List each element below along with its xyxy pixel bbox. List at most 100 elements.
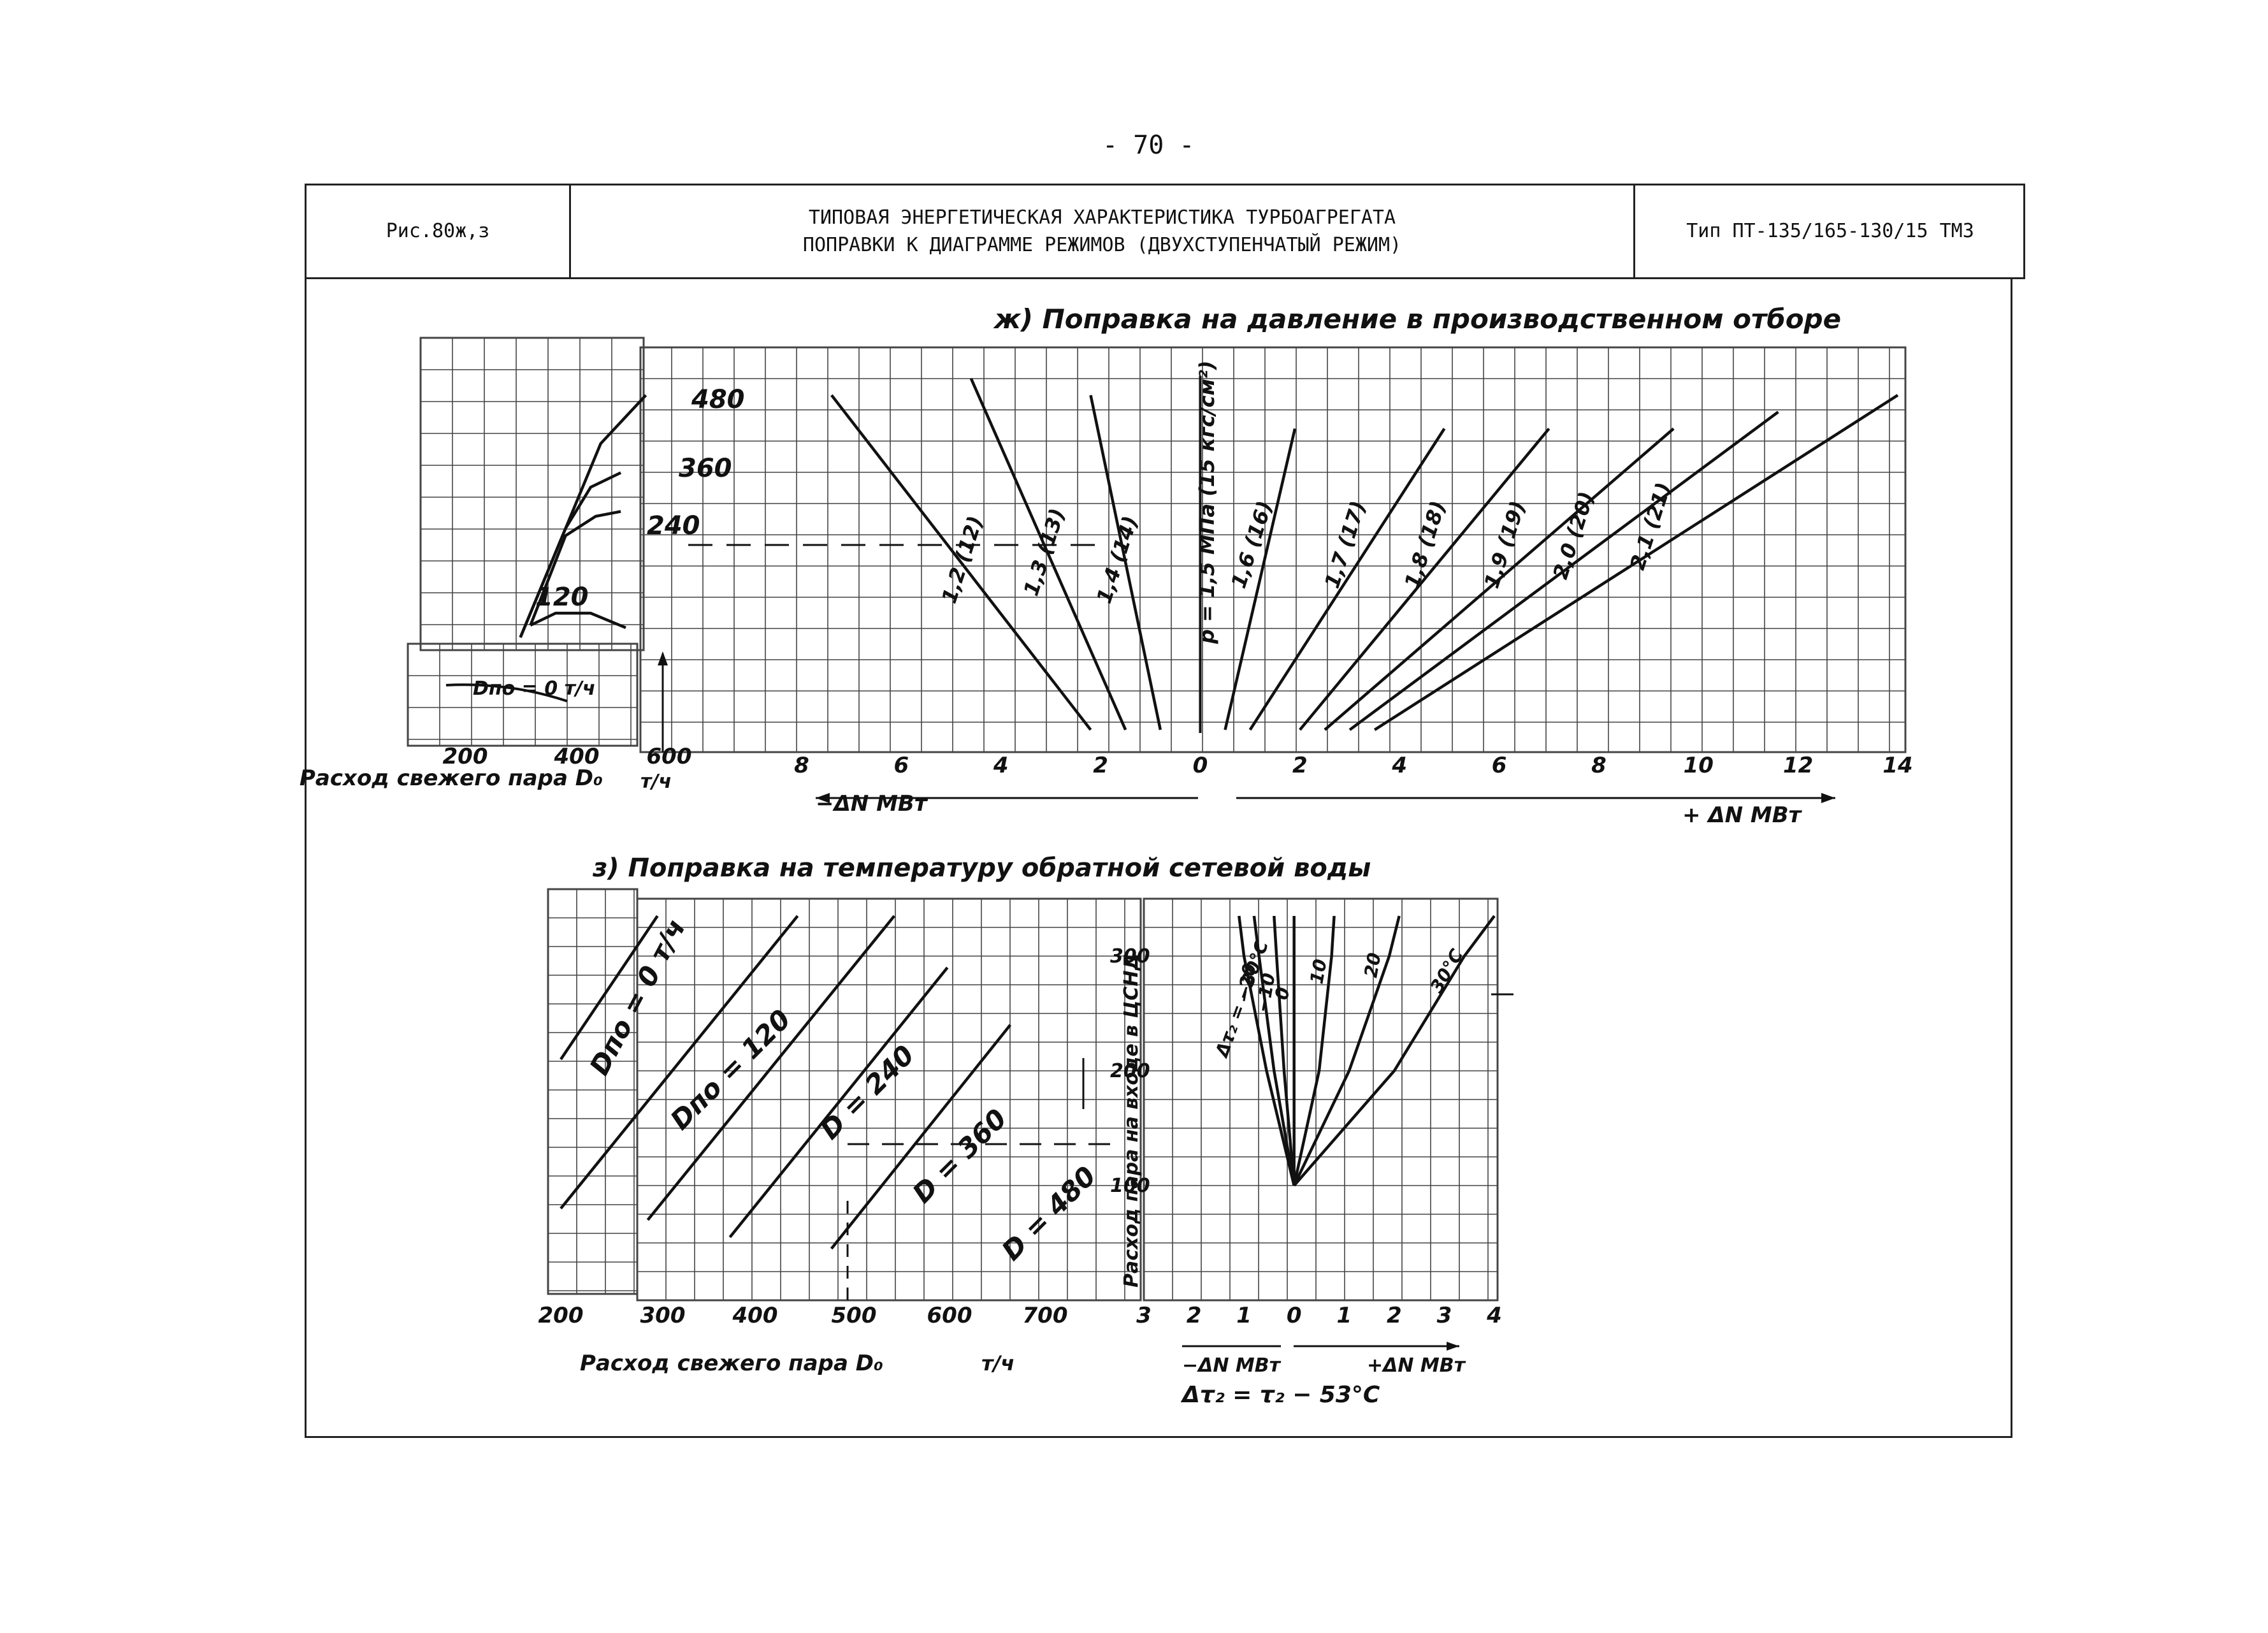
chart-zh-right-series-label: 1,2 (12) [937, 513, 988, 606]
chart-zh-right-tick-label: 14 [1882, 753, 1912, 778]
chart-zh-right-tick-label: 2 [1292, 753, 1308, 778]
page-number: - 70 - [1102, 131, 1195, 160]
chart-z-right-series-line [1293, 915, 1496, 1187]
chart-zh-right-series-line [830, 394, 1092, 731]
chart-zh-reading-arrowhead [658, 651, 668, 665]
chart-z-right-series-label: 10 [1306, 957, 1331, 985]
chart-z-right-series-line [1252, 915, 1296, 1186]
turbine-type: Тип ПТ-135/165-130/15 ТМЗ [1635, 185, 2025, 277]
grid-layer [407, 337, 1907, 1302]
chart-zh-left-tick-label: 200 [443, 744, 488, 769]
chart-z-right-ytick-label: 200 [1110, 1060, 1150, 1082]
chart-zh-right-series-label: 1,9 (19) [1479, 498, 1530, 591]
chart-zh-left-series-label: 360 [679, 454, 732, 483]
drawing-frame [305, 278, 2012, 1438]
chart-zh-left-series-label: 120 [535, 583, 589, 612]
chart-zh-right-tick-label: 2 [1093, 753, 1108, 778]
document-title: ТИПОВАЯ ЭНЕРГЕТИЧЕСКАЯ ХАРАКТЕРИСТИКА ТУ… [571, 185, 1635, 277]
turbine-maker: ТМЗ [1939, 220, 1974, 243]
chart-zh-left-series-line [530, 611, 626, 629]
chart-z-right-tick-label: 1 [1236, 1303, 1252, 1328]
chart-zh-xlabel-pos: + ΔN МВт [1682, 802, 1803, 828]
chart-z-left-xlabel: Расход свежего пара D₀ [580, 1351, 883, 1376]
chart-zh-right-series-line [1299, 428, 1550, 731]
chart-zh-inset-label: Dпо = 0 т/ч [473, 678, 596, 700]
chart-zh-right-series-line [1248, 428, 1446, 731]
chart-z-left-tick-label: 500 [832, 1303, 877, 1328]
chart-z-left-series-line [560, 915, 659, 1061]
chart-z-right-series-line [1292, 915, 1401, 1186]
chart-zh-xlabel-neg: −ΔN МВт [816, 791, 928, 816]
chart-z-left-series-line [830, 1024, 1012, 1250]
chart-zh-left-tick-label: 400 [554, 744, 600, 769]
chart-z-right-series-line [1273, 915, 1296, 1186]
chart-zh-left-series-label: 480 [691, 385, 745, 414]
chart-zh-pos-arrowhead [1821, 793, 1835, 803]
turbine-type-text: Тип ПТ-135/165-130/15 [1686, 220, 1928, 243]
chart-zh-left-xlabel: Расход свежего пара D₀ [300, 766, 603, 791]
chart-zh-right-series-line [1224, 428, 1297, 730]
chart-z-left-tick-label: 400 [732, 1303, 778, 1328]
chart-z-right-tick-label: 3 [1136, 1303, 1152, 1328]
chart-zh-inset-curve [445, 683, 568, 702]
chart-z-formula: Δτ₂ = τ₂ − 53°C [1180, 1382, 1380, 1408]
chart-z-left-series-label: D = 360 [906, 1103, 1013, 1209]
chart-zh-right-series-line [1089, 395, 1162, 730]
chart-zh-left-xunit: т/ч [640, 771, 672, 793]
chart-z-left-series-line [560, 915, 799, 1210]
chart-z-right-tick-label: 4 [1486, 1303, 1502, 1328]
chart-zh-right-tick-label: 8 [794, 753, 809, 778]
chart-z-left-tick-label: 600 [927, 1303, 972, 1328]
chart-z-right-tick-label: 1 [1336, 1303, 1352, 1328]
chart-z-title: з) Поправка на температуру обратной сете… [592, 853, 1371, 883]
chart-z-right-series-label: 30°C [1426, 945, 1468, 997]
chart-zh-title: ж) Поправка на давление в производственн… [993, 303, 1841, 335]
chart-z-left-tick-label: 700 [1023, 1303, 1068, 1328]
title-line-1: ТИПОВАЯ ЭНЕРГЕТИЧЕСКАЯ ХАРАКТЕРИСТИКА ТУ… [808, 206, 1396, 229]
title-block: Рис.80ж,з ТИПОВАЯ ЭНЕРГЕТИЧЕСКАЯ ХАРАКТЕ… [305, 184, 2025, 279]
chart-z-xlabel-pos: +ΔN МВт [1367, 1354, 1466, 1377]
chart-z-right-series-line [1292, 915, 1336, 1186]
chart-zh-right-series-line [1324, 427, 1675, 731]
chart-zh-right-series-label: 1,4 (14) [1092, 513, 1143, 606]
chart-z-right-series-label: 20 [1360, 951, 1385, 979]
chart-zh-right-tick-label: 4 [1391, 753, 1407, 778]
chart-z-left-series-line [646, 915, 896, 1221]
chart-zh-right-series-label: 2,1 (21) [1625, 479, 1676, 572]
chart-zh-left-series-line [519, 471, 622, 638]
figure-label: Рис.80ж,з [307, 185, 571, 277]
chart-zh-neg-arrowhead [816, 793, 830, 803]
chart-z-left-xunit: т/ч [981, 1351, 1015, 1375]
chart-zh-left-tick-label: 600 [647, 744, 692, 769]
chart-zh-right-series-label: 1,8 (18) [1399, 498, 1450, 591]
chart-z-right-ytick-label: 300 [1110, 945, 1150, 968]
chart-z-right-series-line [1238, 915, 1296, 1186]
chart-zh-reference-label: p = 1,5 МПа (15 кгс/см²) [1195, 361, 1219, 644]
chart-z-left-series-label: D = 240 [814, 1039, 920, 1145]
chart-zh-right-grid-border [639, 346, 1907, 753]
chart-z-right-tick-label: 3 [1437, 1303, 1452, 1328]
chart-zh-right-tick-label: 0 [1193, 753, 1208, 778]
chart-zh-left-series-line [529, 510, 621, 626]
title-line-2: ПОПРАВКИ К ДИАГРАММЕ РЕЖИМОВ (ДВУХСТУПЕН… [802, 234, 1402, 256]
chart-zh-right-series-label: 2,0 (20) [1548, 489, 1599, 582]
chart-z-right-tick-label: 0 [1287, 1303, 1302, 1328]
chart-zh-inset-grid-border [407, 642, 639, 747]
chart-zh-right-series-line [1348, 410, 1779, 731]
chart-z-xlabel-neg: −ΔN МВт [1182, 1354, 1282, 1377]
chart-zh-right-tick-label: 4 [993, 753, 1009, 778]
chart-z-left-tick-label: 300 [640, 1303, 686, 1328]
chart-zh-right-series-line [969, 377, 1127, 730]
chart-z-left-series-label: D = 480 [995, 1160, 1102, 1266]
chart-zh-right-tick-label: 12 [1783, 753, 1813, 778]
chart-z-right-tick-label: 2 [1387, 1303, 1402, 1328]
chart-zh-right-tick-label: 6 [1492, 753, 1507, 778]
chart-z-ylabel: Расход пара на входе в ЦСНД [1120, 954, 1143, 1288]
chart-z-pos-arrowhead [1447, 1342, 1459, 1351]
chart-zh-right-series-line [1373, 394, 1899, 731]
chart-zh-left-series-label: 240 [647, 511, 700, 541]
chart-z-left-series-line [728, 966, 949, 1238]
chart-z-left-tick-label: 200 [538, 1303, 584, 1328]
chart-z-right-ytick-label: 100 [1110, 1175, 1150, 1197]
